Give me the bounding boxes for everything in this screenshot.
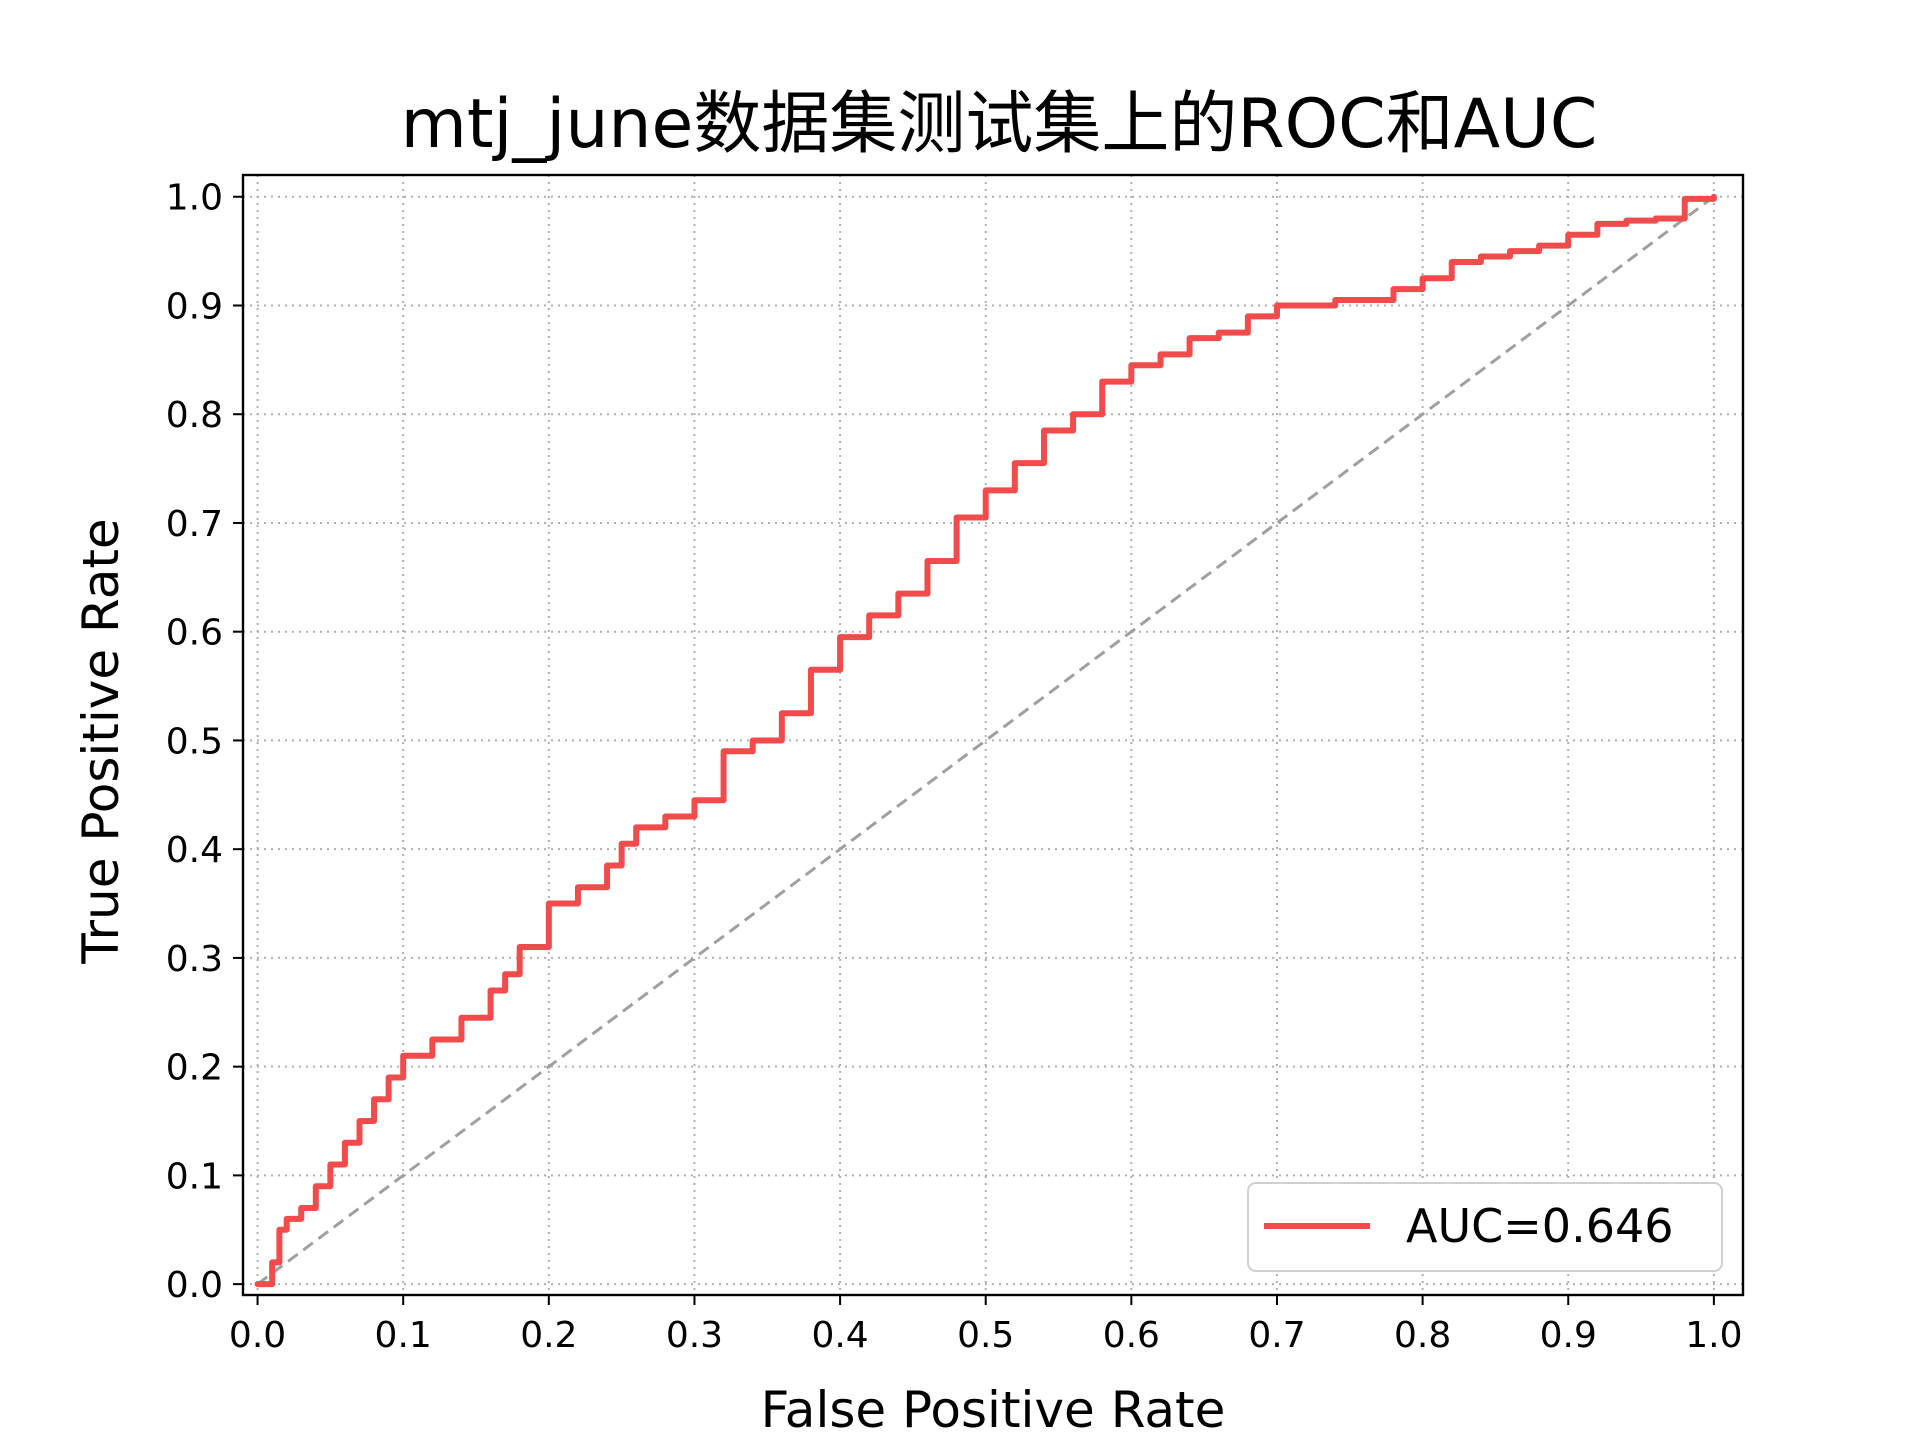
x-tick-label: 0.3 (666, 1315, 723, 1356)
y-tick-label: 0.6 (166, 613, 223, 654)
y-tick-label: 0.2 (166, 1048, 223, 1089)
x-tick-label: 0.0 (229, 1315, 286, 1356)
x-tick-label: 0.2 (520, 1315, 577, 1356)
legend-box (1247, 1182, 1723, 1272)
x-tick-label: 0.7 (1248, 1315, 1305, 1356)
x-tick-label: 1.0 (1685, 1315, 1742, 1356)
x-tick-label: 0.6 (1103, 1315, 1160, 1356)
chart-title: mtj_june数据集测试集上的ROC和AUC (401, 85, 1598, 164)
grid (243, 175, 1743, 1295)
y-tick-label: 0.5 (166, 721, 223, 762)
y-tick-label: 0.7 (166, 504, 223, 545)
y-tick-label: 0.4 (166, 830, 223, 871)
x-tick-label: 0.4 (811, 1315, 868, 1356)
y-axis-ticks: 0.0 0.1 0.2 0.3 0.4 0.5 0.6 0.7 0.8 0.9 1.0 (166, 178, 243, 1306)
x-tick-label: 0.9 (1540, 1315, 1597, 1356)
y-tick-label: 0.3 (166, 939, 223, 980)
x-axis-ticks: 0.0 0.1 0.2 0.3 0.4 0.5 0.6 0.7 0.8 0.9 1.0 (229, 1295, 1743, 1356)
roc-curve-line (254, 193, 1717, 1288)
x-axis-label: False Positive Rate (761, 1381, 1226, 1439)
x-tick-label: 0.8 (1394, 1315, 1451, 1356)
x-tick-label: 0.1 (375, 1315, 432, 1356)
y-tick-label: 0.8 (166, 395, 223, 436)
x-tick-label: 0.5 (957, 1315, 1014, 1356)
series-layer (254, 193, 1717, 1288)
plot-frame (241, 173, 1745, 1297)
legend: AUC=0.646 (1247, 1182, 1723, 1272)
y-tick-label: 0.1 (166, 1156, 223, 1197)
y-tick-label: 1.0 (166, 178, 223, 219)
y-tick-label: 0.0 (166, 1265, 223, 1306)
legend-label: AUC=0.646 (1406, 1199, 1674, 1253)
y-tick-label: 0.9 (166, 286, 223, 327)
y-axis-label: True Positive Rate (72, 518, 130, 964)
